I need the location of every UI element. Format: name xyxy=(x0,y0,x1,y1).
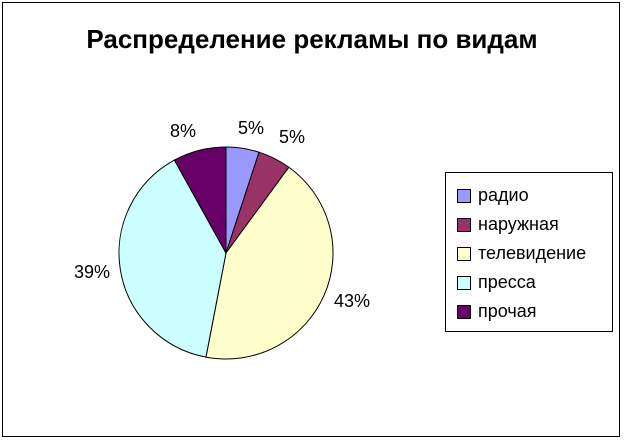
slice-label-4: 39% xyxy=(74,262,110,282)
pie-slice-4 xyxy=(118,159,227,358)
legend-label: прочая xyxy=(478,301,537,321)
slice-label-1: 5% xyxy=(238,118,264,138)
legend-label: телевидение xyxy=(478,243,587,263)
chart-title: Распределение рекламы по видам xyxy=(86,24,538,54)
legend-label: пресса xyxy=(478,272,536,292)
legend-label: наружная xyxy=(478,214,559,234)
legend-swatch xyxy=(457,188,471,203)
legend-swatch xyxy=(457,304,471,319)
legend-item-2: наружная xyxy=(446,210,612,239)
pie-slice-5 xyxy=(173,146,227,255)
legend-swatch xyxy=(457,217,471,232)
slice-label-3: 43% xyxy=(334,291,370,311)
legend-swatch xyxy=(457,275,471,290)
pie-slice-3 xyxy=(205,166,334,360)
legend-item-4: пресса xyxy=(446,268,612,297)
legend-item-5: прочая xyxy=(446,297,612,326)
legend: радио наружная телевидение пресса прочая xyxy=(445,172,613,332)
legend-label: радио xyxy=(478,185,529,205)
slice-label-2: 5% xyxy=(279,127,305,147)
legend-item-3: телевидение xyxy=(446,239,612,268)
legend-item-1: радио xyxy=(446,181,612,210)
slice-label-5: 8% xyxy=(170,121,196,141)
legend-swatch xyxy=(457,246,471,261)
